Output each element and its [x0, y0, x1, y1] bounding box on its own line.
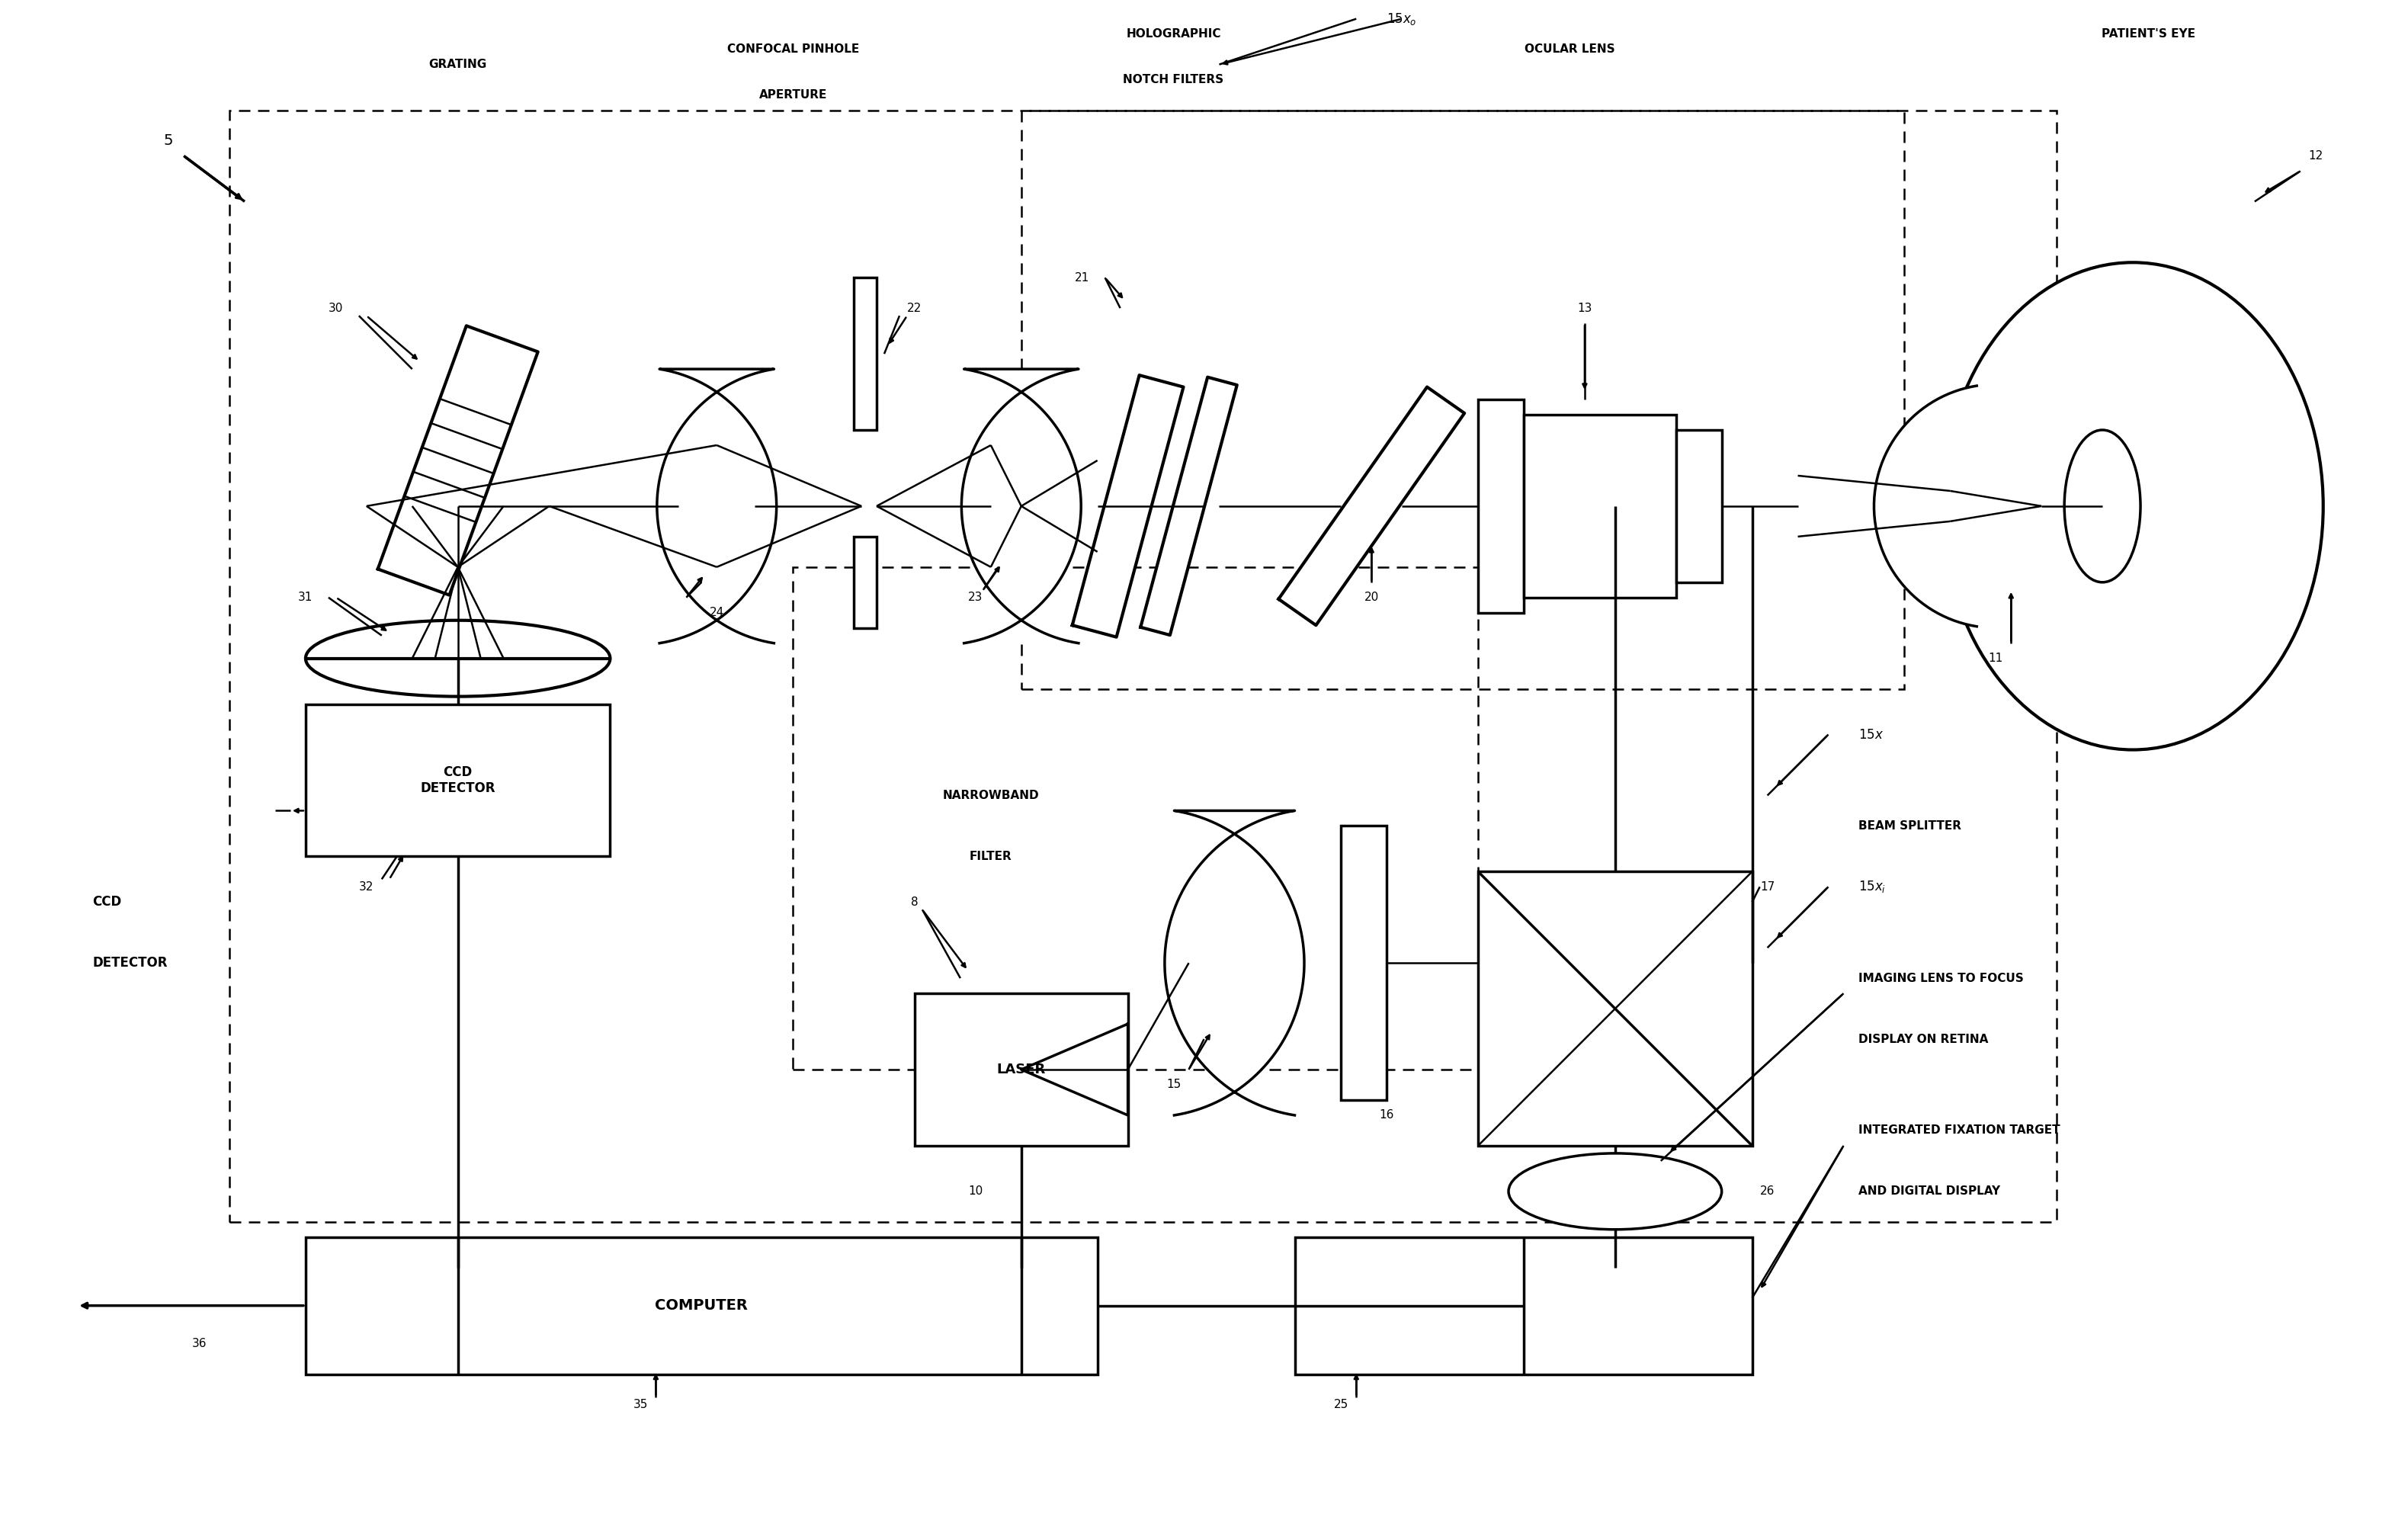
Bar	[855, 277, 877, 430]
Bar	[229, 110, 2056, 1222]
Text: NOTCH FILTERS: NOTCH FILTERS	[1122, 73, 1223, 86]
Text: PATIENT'S EYE: PATIENT'S EYE	[2102, 29, 2196, 40]
Text: 15: 15	[1165, 1079, 1180, 1091]
Bar	[1479, 872, 1753, 1146]
Text: FILTER: FILTER	[970, 851, 1011, 861]
Text: INTEGRATED FIXATION TARGET: INTEGRATED FIXATION TARGET	[1859, 1125, 2061, 1137]
Polygon shape	[1021, 1024, 1127, 1115]
Text: $15x_o$: $15x_o$	[1387, 11, 1416, 26]
Bar	[1341, 826, 1387, 1100]
Text: APERTURE: APERTURE	[759, 89, 826, 101]
Text: 23: 23	[968, 592, 982, 603]
Ellipse shape	[1507, 1154, 1722, 1230]
Text: 35: 35	[633, 1398, 648, 1411]
Ellipse shape	[1943, 263, 2324, 750]
Text: 12: 12	[2309, 150, 2324, 162]
Text: 32: 32	[359, 881, 373, 892]
Bar	[1676, 430, 1722, 583]
Polygon shape	[1072, 375, 1182, 636]
Text: 17: 17	[1760, 881, 1775, 892]
Text: 21: 21	[1074, 272, 1088, 283]
Text: 10: 10	[968, 1186, 982, 1196]
Text: 24: 24	[710, 607, 725, 618]
Text: CCD
DETECTOR: CCD DETECTOR	[421, 765, 496, 796]
Bar	[1479, 399, 1524, 612]
Text: 8: 8	[910, 897, 917, 907]
Polygon shape	[1873, 386, 1977, 626]
Text: DISPLAY ON RETINA: DISPLAY ON RETINA	[1859, 1033, 1989, 1045]
Polygon shape	[657, 369, 775, 643]
Bar	[306, 1238, 1098, 1374]
Text: 5: 5	[164, 133, 173, 148]
Text: LASER: LASER	[997, 1063, 1045, 1077]
Text: CONFOCAL PINHOLE: CONFOCAL PINHOLE	[727, 43, 860, 55]
Text: 22: 22	[908, 303, 922, 314]
Text: 36: 36	[193, 1337, 207, 1349]
Ellipse shape	[306, 620, 609, 696]
Text: $15x$: $15x$	[1859, 728, 1883, 742]
Text: AND DIGITAL DISPLAY: AND DIGITAL DISPLAY	[1859, 1186, 2001, 1196]
Bar	[855, 537, 877, 627]
Bar	[1296, 1238, 1753, 1374]
Text: HOLOGRAPHIC: HOLOGRAPHIC	[1127, 29, 1221, 40]
Polygon shape	[1279, 387, 1464, 626]
Text: 13: 13	[1577, 303, 1592, 314]
Ellipse shape	[2064, 430, 2141, 583]
Bar	[915, 993, 1127, 1146]
Polygon shape	[1141, 376, 1238, 635]
Polygon shape	[961, 369, 1081, 643]
Polygon shape	[378, 326, 537, 595]
Text: BEAM SPLITTER: BEAM SPLITTER	[1859, 820, 1963, 832]
Text: CCD: CCD	[92, 895, 120, 909]
Text: 31: 31	[299, 592, 313, 603]
Text: IMAGING LENS TO FOCUS: IMAGING LENS TO FOCUS	[1859, 973, 2025, 984]
Bar	[1021, 110, 1905, 688]
Text: 20: 20	[1365, 592, 1380, 603]
Text: 11: 11	[1989, 653, 2003, 664]
Text: 26: 26	[1760, 1186, 1775, 1196]
Bar	[792, 568, 1479, 1069]
Text: 30: 30	[327, 303, 344, 314]
Text: DETECTOR: DETECTOR	[92, 956, 169, 970]
Bar	[306, 704, 609, 857]
Text: GRATING: GRATING	[429, 58, 486, 70]
Text: $15x_i$: $15x_i$	[1859, 880, 1885, 895]
Text: 16: 16	[1380, 1109, 1394, 1121]
Text: NARROWBAND: NARROWBAND	[942, 789, 1040, 802]
Bar	[1524, 415, 1676, 598]
Polygon shape	[1165, 811, 1305, 1115]
Text: COMPUTER: COMPUTER	[655, 1299, 749, 1313]
Text: OCULAR LENS: OCULAR LENS	[1524, 43, 1616, 55]
Text: 25: 25	[1334, 1398, 1348, 1411]
